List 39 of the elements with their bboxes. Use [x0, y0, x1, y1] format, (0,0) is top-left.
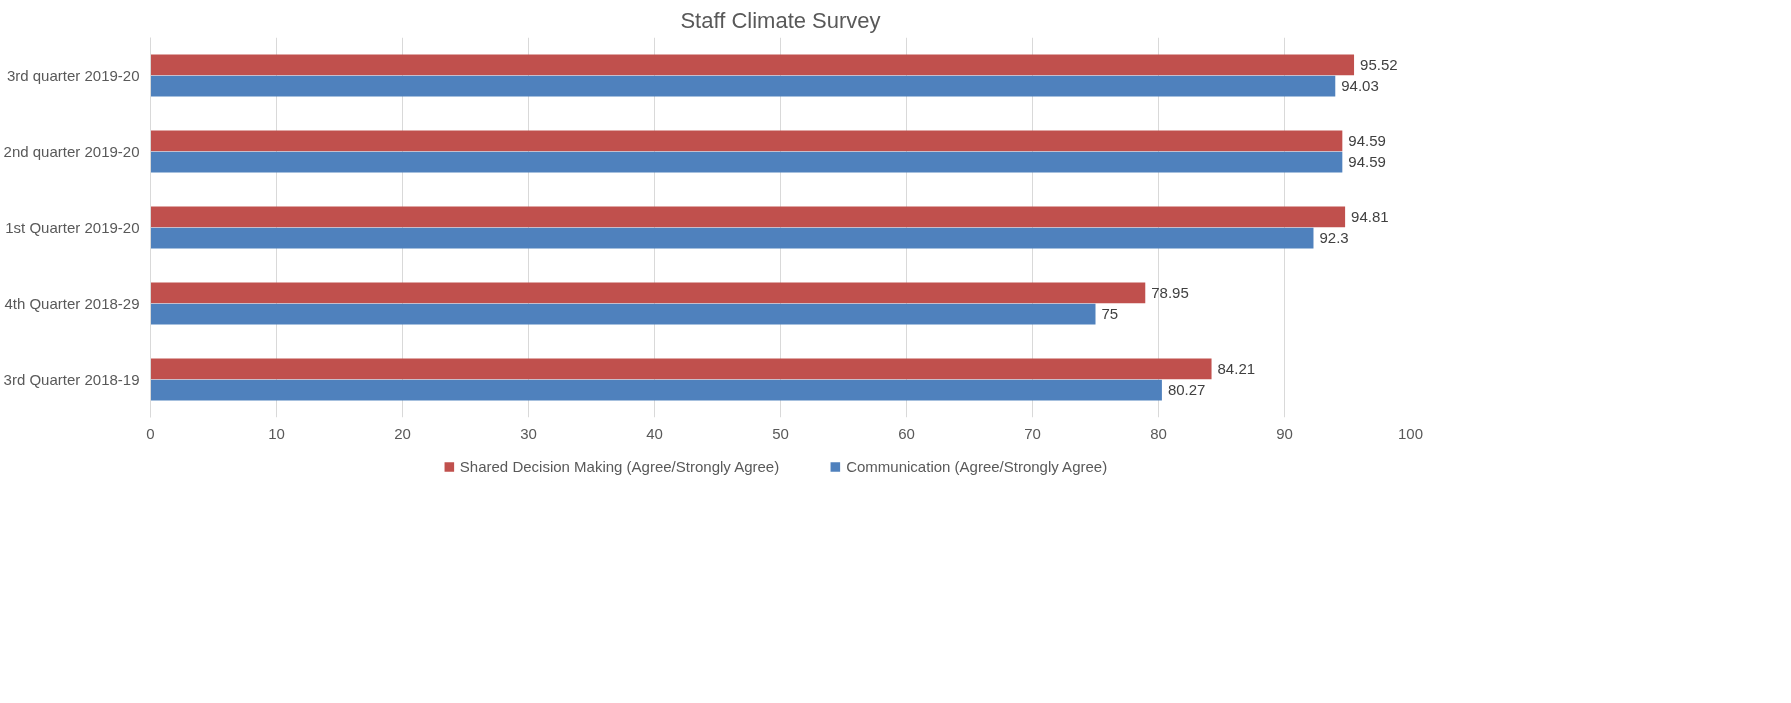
x-tick-label: 10: [268, 424, 285, 442]
x-tick-label: 30: [520, 424, 537, 442]
chart-title: Staff Climate Survey: [680, 7, 881, 33]
bar: [150, 303, 1096, 325]
x-tick-label: 50: [772, 424, 789, 442]
x-tick-label: 90: [1276, 424, 1293, 442]
data-label: 80.27: [1167, 381, 1206, 399]
bar: [150, 206, 1346, 228]
legend-label: Communication (Agree/Strongly Agree): [846, 457, 1108, 475]
bar: [150, 54, 1355, 76]
bar: [150, 379, 1162, 401]
data-label: 94.03: [1341, 77, 1379, 95]
data-label: 94.59: [1348, 153, 1386, 171]
data-label: 84.21: [1217, 359, 1256, 377]
data-label: 95.52: [1360, 55, 1398, 73]
y-tick-label: 3rd Quarter 2018-19: [3, 371, 140, 388]
bar: [150, 75, 1336, 97]
bar: [150, 282, 1146, 304]
x-tick-label: 40: [646, 424, 663, 442]
x-tick-label: 20: [394, 424, 411, 442]
data-label: 94.59: [1348, 131, 1386, 149]
x-tick-label: 70: [1024, 424, 1041, 442]
data-label: 78.95: [1151, 283, 1189, 301]
x-tick-label: 0: [146, 424, 155, 442]
x-tick-label: 100: [1397, 424, 1424, 442]
bar: [150, 151, 1343, 173]
x-tick-label: 60: [898, 424, 915, 442]
bar: [150, 227, 1314, 249]
y-tick-label: 2nd quarter 2019-20: [3, 143, 140, 160]
data-label: 75: [1101, 305, 1119, 323]
y-tick-label: 4th Quarter 2018-29: [4, 295, 140, 312]
data-label: 92.3: [1319, 229, 1349, 247]
data-label: 94.81: [1351, 207, 1389, 225]
bar: [150, 130, 1343, 152]
y-tick-label: 1st Quarter 2019-20: [5, 219, 140, 236]
x-tick-label: 80: [1150, 424, 1167, 442]
bar: [150, 358, 1212, 380]
y-tick-label: 3rd quarter 2019-20: [6, 67, 140, 84]
legend-label: Shared Decision Making (Agree/Strongly Agree): [459, 457, 780, 475]
